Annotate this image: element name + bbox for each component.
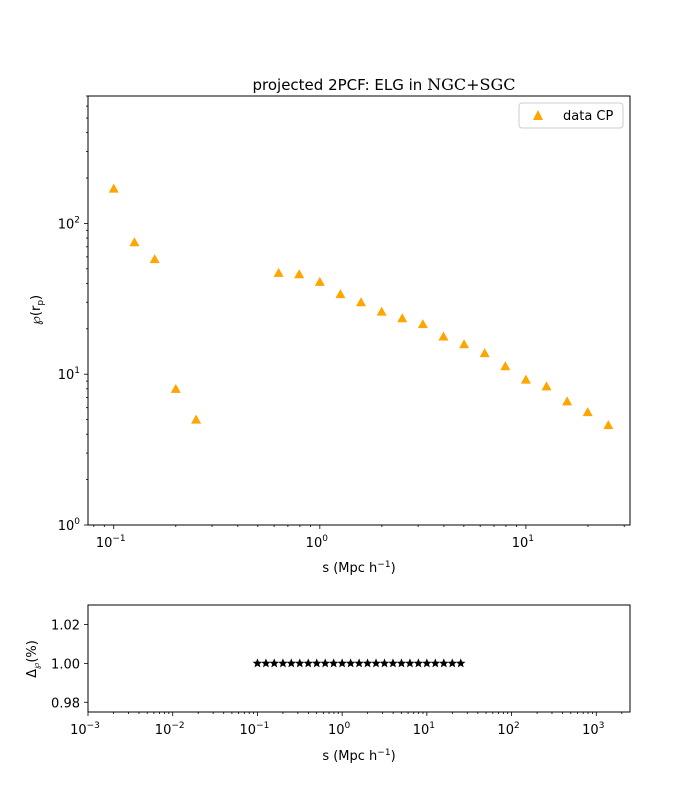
ratio-x-ticks: 10−3 10−2 10−1 100 101 102 103: [70, 712, 623, 738]
data-point-triangle: [294, 269, 305, 279]
data-point-triangle: [314, 276, 325, 286]
main-chart-panel: projected 2PCF: ELG in NGC+SGC 100 101 102…: [29, 75, 631, 576]
ratio-point-star: [278, 658, 288, 668]
data-point-triangle: [356, 297, 367, 307]
data-point-triangle: [149, 254, 160, 264]
ratio-point-star: [311, 658, 322, 668]
data-point-triangle: [438, 331, 449, 341]
ratio-point-star: [371, 658, 381, 668]
chart-title-text: projected 2PCF: ELG in: [252, 76, 427, 94]
ratio-point-star: [328, 658, 339, 668]
y-tick-label: 102: [58, 215, 80, 232]
ratio-point-star: [455, 658, 466, 668]
data-point-triangle: [541, 381, 552, 391]
main-data-points: [108, 183, 614, 430]
ratio-plot-frame: [87, 604, 631, 713]
y-tick-label: 1.00: [51, 657, 80, 672]
legend-marker-triangle: [533, 110, 543, 120]
main-plot-frame: [87, 95, 631, 526]
x-tick-label: 10−1: [240, 721, 270, 738]
ratio-point-star: [354, 658, 364, 668]
ratio-point-star: [439, 658, 449, 668]
ratio-point-star: [430, 658, 441, 668]
x-tick-label: 100: [328, 721, 351, 738]
x-tick-label: 10−2: [155, 721, 185, 738]
data-point-triangle: [603, 420, 614, 430]
main-y-ticks: 100 101 102: [58, 95, 88, 534]
legend-box: [518, 102, 624, 129]
y-tick-label: 1.02: [51, 618, 80, 633]
x-tick-label: 101: [413, 721, 435, 738]
data-point-triangle: [170, 383, 181, 393]
main-y-axis-label: ℘(rp): [29, 295, 46, 325]
ratio-point-star: [447, 658, 458, 668]
x-tick-label: 10−3: [70, 721, 100, 738]
ratio-chart-panel: 0.98 1.00 1.02 10−3 10−2 10−1 100 101 102 103 s …: [25, 604, 631, 764]
ratio-point-star: [422, 658, 432, 668]
data-point-triangle: [191, 414, 202, 424]
ratio-point-star: [269, 658, 280, 668]
ratio-point-star: [388, 658, 398, 668]
ratio-point-star: [337, 658, 347, 668]
x-tick-label: 101: [512, 534, 534, 551]
main-x-ticks: 10−1 100 101: [93, 525, 625, 551]
ratio-point-star: [362, 658, 373, 668]
chart-title-region: NGC+SGC: [427, 75, 515, 94]
ratio-point-star: [413, 658, 424, 668]
legend: data CP: [518, 102, 624, 129]
y-tick-label: 0.98: [51, 696, 80, 711]
ratio-point-star: [252, 658, 263, 668]
data-point-triangle: [479, 348, 490, 358]
data-point-triangle: [459, 339, 470, 349]
data-point-triangle: [500, 361, 511, 371]
ratio-y-ticks: 0.98 1.00 1.02: [51, 618, 88, 711]
ratio-x-axis-label: s (Mpc h−1): [322, 748, 395, 764]
ratio-point-star: [286, 658, 297, 668]
y-tick-label: 100: [58, 517, 81, 534]
x-tick-label: 100: [306, 534, 329, 551]
x-tick-label: 103: [582, 721, 604, 738]
ratio-point-star: [379, 658, 390, 668]
data-point-triangle: [335, 289, 346, 299]
ratio-point-star: [345, 658, 356, 668]
data-point-triangle: [562, 396, 573, 406]
ratio-point-star: [396, 658, 407, 668]
data-point-triangle: [273, 267, 284, 277]
data-point-triangle: [376, 306, 387, 316]
data-point-triangle: [397, 313, 408, 323]
y-tick-label: 101: [58, 366, 80, 383]
ratio-data-points: [252, 658, 466, 668]
chart-title: projected 2PCF: ELG in NGC+SGC: [252, 75, 515, 94]
ratio-point-star: [320, 658, 330, 668]
data-point-triangle: [582, 407, 593, 417]
data-point-triangle: [108, 183, 119, 193]
x-tick-label: 102: [497, 721, 519, 738]
main-x-axis-label: s (Mpc h−1): [322, 560, 395, 576]
data-point-triangle: [417, 319, 428, 329]
ratio-point-star: [295, 658, 305, 668]
ratio-point-star: [405, 658, 415, 668]
data-point-triangle: [520, 374, 531, 384]
ratio-point-star: [261, 658, 271, 668]
data-point-triangle: [129, 237, 140, 247]
ratio-point-star: [303, 658, 313, 668]
ratio-y-axis-label: Δ℘(%): [25, 640, 42, 678]
legend-entry-data-cp: data CP: [563, 109, 613, 124]
x-tick-label: 10−1: [96, 534, 126, 551]
